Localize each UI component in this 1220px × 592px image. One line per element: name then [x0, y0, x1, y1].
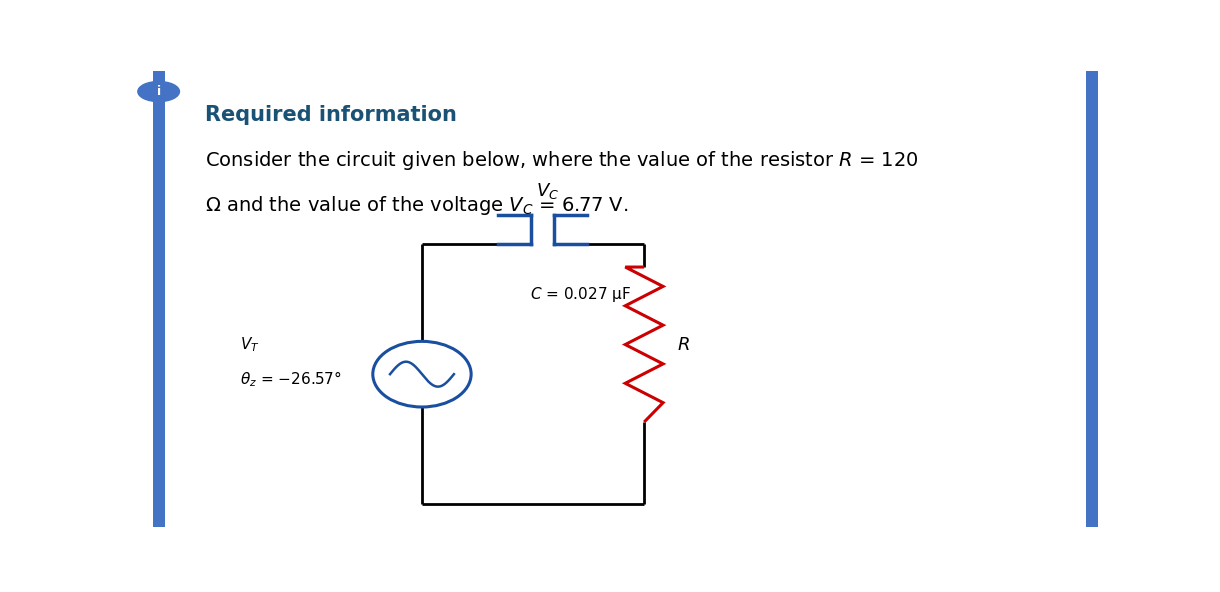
Text: $\Omega$ and the value of the voltage $V_C$ = 6.77 V.: $\Omega$ and the value of the voltage $V…	[205, 194, 628, 217]
Text: $\theta_z$ = −26.57°: $\theta_z$ = −26.57°	[240, 369, 342, 388]
Text: $C$ = 0.027 μF: $C$ = 0.027 μF	[529, 285, 631, 304]
Text: $R$: $R$	[677, 336, 691, 353]
Text: $V_C$: $V_C$	[536, 181, 559, 201]
Text: i: i	[156, 85, 161, 98]
Text: Required information: Required information	[205, 105, 456, 126]
Bar	[1086, 71, 1098, 527]
Text: Consider the circuit given below, where the value of the resistor $R$ = 120: Consider the circuit given below, where …	[205, 149, 919, 172]
Circle shape	[138, 82, 179, 102]
Text: $V_T$: $V_T$	[240, 335, 260, 354]
Bar	[152, 71, 165, 527]
